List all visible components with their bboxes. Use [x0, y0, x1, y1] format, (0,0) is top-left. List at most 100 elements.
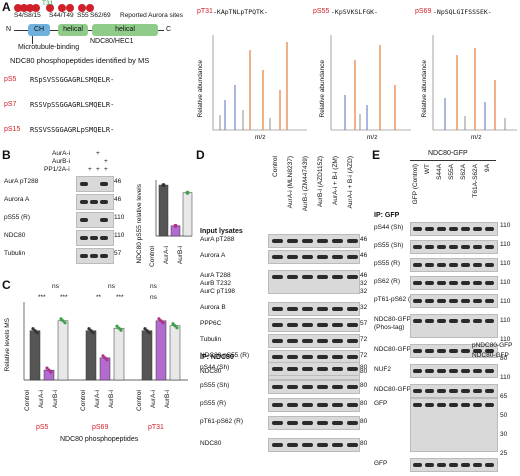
b-blot-2 — [76, 212, 114, 228]
e-band-9-1 — [425, 389, 434, 393]
d-mw-0: 46 — [360, 236, 368, 243]
e-band-9-5 — [473, 389, 482, 393]
d-mw-2: 46 — [360, 272, 368, 279]
e-band-9-4 — [461, 389, 470, 393]
e-band-0-1 — [425, 227, 434, 231]
e-band-10-2 — [437, 403, 446, 407]
e-band-2-2 — [437, 263, 446, 267]
d-band-8-3 — [317, 355, 328, 359]
e-mw-2: 110 — [500, 260, 511, 267]
c-ns-3: ns — [150, 283, 157, 290]
d-band-6-2 — [302, 323, 313, 327]
d-band-0-4 — [332, 239, 343, 243]
d-band-10-1 — [287, 367, 298, 371]
d-band-13-2 — [302, 421, 313, 425]
d-lane-4: AurA-i + B-i (ZM) — [332, 156, 339, 205]
e-band-8-1 — [425, 369, 434, 373]
e-lane-1: WT — [424, 164, 431, 175]
c-point-2-0-1 — [145, 329, 149, 333]
d-blot-10 — [268, 362, 360, 376]
e-band-11-0 — [413, 463, 422, 467]
cond-aurb: AurB-i — [52, 158, 71, 165]
e-band-3-6 — [485, 281, 494, 285]
e-mw-5: 110 — [500, 317, 511, 324]
spectra-area: pT31 -KApTNLpTPQTK- pS55 -KpSVKSLFGK- pS… — [195, 0, 520, 145]
e-band-10-0 — [413, 403, 422, 407]
d-mw-11: 80 — [360, 382, 368, 389]
c-point-0-2-2 — [63, 321, 67, 325]
c-xlabel: NDC80 phosphopeptides — [60, 436, 139, 443]
d-band-1-1 — [287, 255, 298, 259]
e-band-11-4 — [461, 463, 470, 467]
e-blot-7 — [410, 344, 498, 358]
d-band-5-4 — [332, 307, 343, 311]
d-band-6-1 — [287, 323, 298, 327]
e-row-label-4: pT61-pS62 (R) — [374, 296, 417, 303]
d-mw-7: 72 — [360, 336, 368, 343]
c-point-2-1-0 — [157, 317, 161, 321]
d-mw-12: 80 — [360, 400, 368, 407]
e-band-11-5 — [473, 463, 482, 467]
b-row-0: AurA pT288 — [4, 178, 39, 185]
e-row-label-0: pS44 (Sh) — [374, 224, 404, 231]
spectrum-xlabel-1: m/z — [255, 134, 266, 141]
d-row-label-11: pS55 (Sh) — [200, 382, 230, 389]
d-band-8-1 — [287, 355, 298, 359]
spectrum-ylabel-3: Relative abundance — [421, 60, 428, 118]
cond-aura: AurA-i — [52, 150, 71, 157]
d-band-12-1 — [287, 403, 298, 407]
e-band-3-5 — [473, 281, 482, 285]
ch-domain: CH — [28, 24, 50, 36]
d-band-5-1 — [287, 307, 298, 311]
e-blot-8 — [410, 364, 498, 378]
c-point-0-0-0 — [31, 327, 35, 331]
e-lane-4: S62A — [460, 164, 467, 180]
e-row-label-10: GFP — [374, 400, 388, 407]
peptide-name-ps15: pS15 — [4, 126, 21, 133]
e-band-7-6 — [485, 349, 494, 353]
d-row-label-6: PPP6C — [200, 320, 222, 327]
protein-name: NDC80/HEC1 — [90, 38, 134, 45]
c-point-1-2-0 — [115, 324, 119, 328]
d-blot-5 — [268, 302, 360, 316]
d-band-5-0 — [272, 307, 283, 311]
d-blot-11 — [268, 380, 360, 394]
d-blot-13 — [268, 416, 360, 430]
d-mw-13: 80 — [360, 418, 368, 425]
e-ndc-label: NDC80-GFP — [472, 352, 509, 359]
d-band-7-5 — [347, 339, 358, 343]
e-mw-8: 110 — [500, 374, 511, 381]
e-band-4-1 — [425, 299, 434, 303]
e-band-10-3 — [449, 403, 458, 407]
d-blot-7 — [268, 334, 360, 348]
c-cat-2-1: AurA-i — [150, 390, 157, 409]
e-blot-0 — [410, 222, 498, 236]
d-band-2-3 — [317, 275, 328, 279]
d-mw-5: 32 — [360, 304, 368, 311]
e-band-5-3 — [449, 319, 458, 323]
c-point-0-0-1 — [33, 329, 37, 333]
c-point-0-1-0 — [45, 366, 49, 370]
e-band-2-0 — [413, 263, 422, 267]
b-mw-2: 110 — [114, 214, 125, 221]
e-mw-12: 25 — [500, 450, 508, 457]
c-group-ps5: pS5 — [36, 424, 49, 431]
c-point-0-1-2 — [49, 370, 53, 374]
e-band-8-5 — [473, 369, 482, 373]
b-mw-3: 110 — [114, 232, 125, 239]
d-band-0-5 — [347, 239, 358, 243]
e-band-1-5 — [473, 245, 482, 249]
e-mw-9: 65 — [500, 393, 508, 400]
helical-domain-2: helical — [92, 24, 158, 36]
c-bar-1-2 — [113, 327, 125, 381]
e-band-10-1 — [425, 403, 434, 407]
d-row-label-7: Tubulin — [200, 336, 222, 343]
e-band-10-5 — [473, 403, 482, 407]
e-band-0-6 — [485, 227, 494, 231]
e-band-4-0 — [413, 299, 422, 303]
c-point-0-0-2 — [35, 331, 39, 335]
plus-3: + — [88, 166, 92, 173]
e-band-8-0 — [413, 369, 422, 373]
d-band-14-2 — [302, 443, 313, 447]
d-mw-3: 32 — [360, 280, 368, 287]
